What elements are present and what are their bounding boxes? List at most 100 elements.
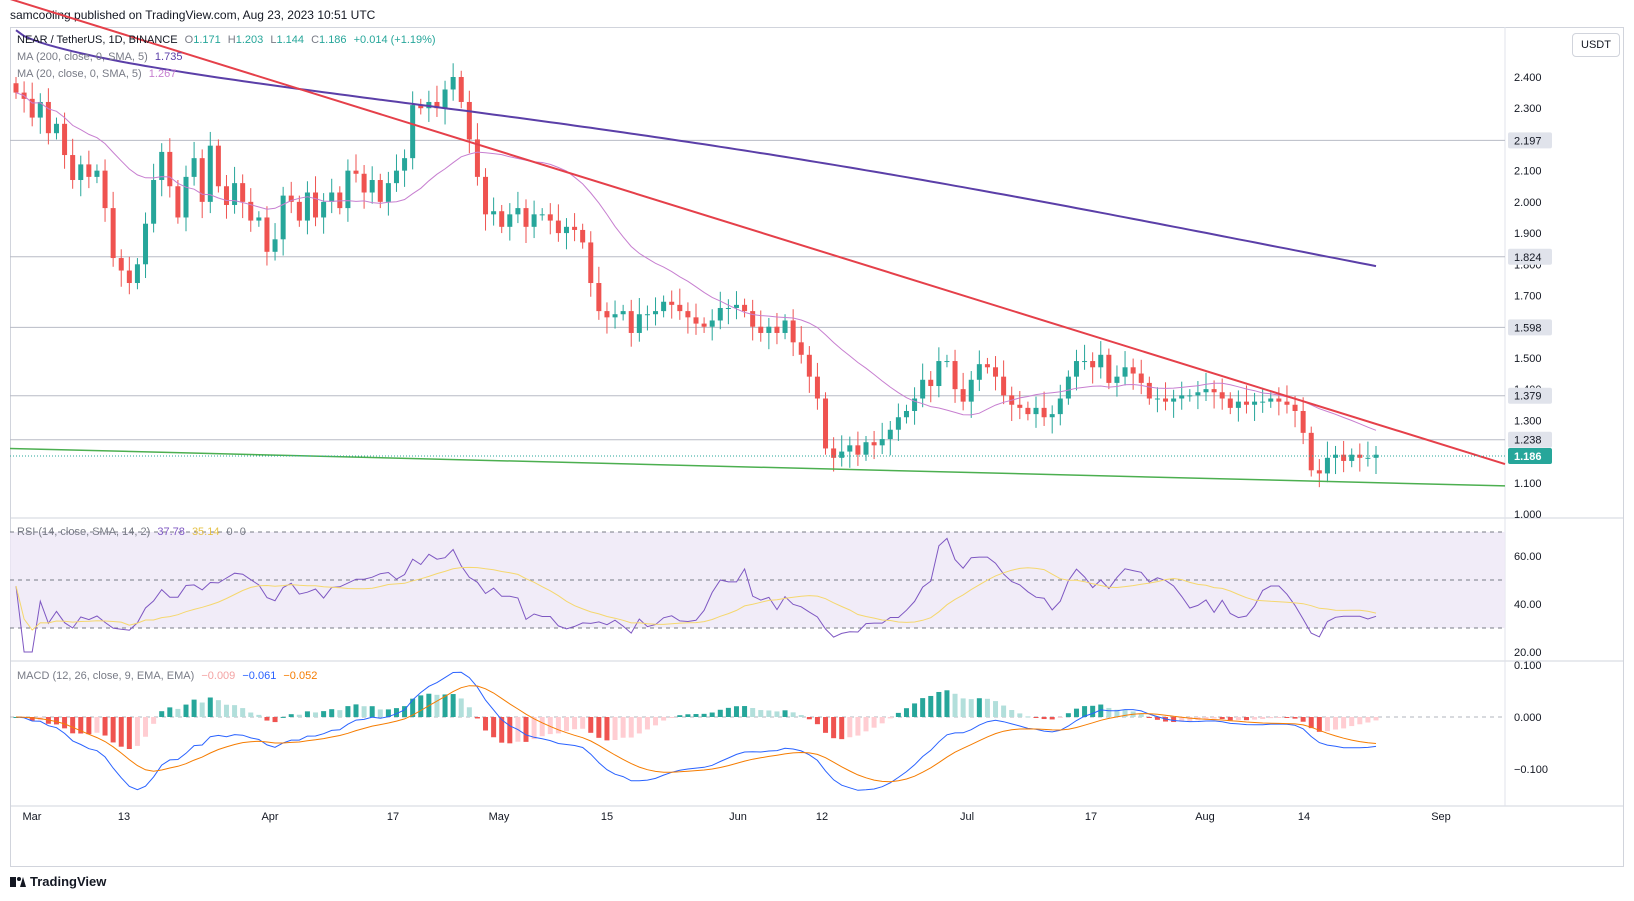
- macd-histogram-bar: [717, 709, 723, 717]
- macd-histogram-bar: [693, 714, 699, 717]
- candle-body: [782, 320, 788, 333]
- tradingview-footer[interactable]: TradingView: [10, 874, 106, 889]
- macd-histogram-bar: [863, 717, 869, 732]
- time-axis-label: Apr: [261, 811, 278, 823]
- macd-histogram-bar: [1316, 717, 1322, 732]
- candle-body: [1276, 398, 1282, 402]
- candle-body: [1268, 398, 1274, 402]
- candle-body: [507, 214, 513, 227]
- candle-body: [272, 239, 278, 252]
- macd-histogram-bar: [1041, 717, 1047, 720]
- macd-histogram-bar: [523, 717, 529, 742]
- macd-histogram-bar: [1373, 717, 1379, 721]
- time-axis-label: May: [489, 811, 510, 823]
- macd-histogram-bar: [402, 706, 408, 717]
- candle-body: [774, 326, 780, 333]
- candle-body: [790, 320, 796, 343]
- currency-button[interactable]: USDT: [1572, 33, 1620, 57]
- macd-histogram-bar: [993, 701, 999, 717]
- macd-histogram-bar: [669, 717, 675, 718]
- macd-histogram-bar: [199, 702, 205, 717]
- macd-histogram-bar: [1252, 717, 1258, 720]
- rsi-ma-value: 35.14: [191, 526, 220, 538]
- price-tick-label: 1.700: [1514, 291, 1542, 303]
- candle-body: [143, 223, 149, 265]
- time-axis-label: Sep: [1431, 811, 1451, 823]
- current-price-badge: [1508, 447, 1552, 464]
- ma20-value: 1.267: [148, 68, 177, 80]
- price-level-badge: [1508, 387, 1552, 404]
- candle-body: [29, 98, 35, 118]
- macd-histogram-bar: [474, 717, 480, 719]
- macd-histogram-bar: [531, 717, 537, 740]
- macd-histogram-bar: [1001, 705, 1007, 717]
- ma200-legend: MA (200, close, 0, SMA, 5) 1.735: [17, 51, 182, 63]
- macd-histogram-bar: [240, 708, 246, 717]
- macd-signal-line: [15, 685, 1377, 783]
- candle-body: [442, 89, 448, 109]
- candle-body: [1001, 376, 1007, 396]
- candle-body: [280, 195, 286, 240]
- macd-histogram-bar: [912, 703, 918, 717]
- macd-histogram-bar: [1065, 713, 1071, 717]
- rsi-legend: RSI (14, close, SMA, 14, 2) 37.78 35.14 …: [17, 526, 246, 538]
- macd-histogram-bar: [264, 717, 270, 721]
- price-level-badge: [1508, 248, 1552, 265]
- rsi-ma-line: [15, 566, 1377, 631]
- candle-body: [993, 367, 999, 377]
- candle-body: [1049, 414, 1055, 418]
- macd-histogram-bar: [968, 699, 974, 717]
- macd-histogram-bar: [661, 717, 667, 721]
- macd-histogram-bar: [976, 698, 982, 717]
- macd-histogram-bar: [1333, 717, 1339, 730]
- candle-body: [491, 211, 497, 215]
- candle-body: [1235, 401, 1241, 408]
- macd-histogram-bar: [418, 695, 424, 717]
- candle-body: [952, 361, 958, 390]
- candle-body: [733, 304, 739, 308]
- macd-histogram-bar: [1203, 717, 1209, 720]
- macd-histogram-bar: [1017, 713, 1023, 717]
- candle-body: [960, 389, 966, 402]
- candle-body: [806, 354, 812, 377]
- macd-histogram-bar: [369, 706, 375, 717]
- candle-body: [1122, 367, 1128, 377]
- price-level-badge: [1508, 319, 1552, 336]
- candle-body: [831, 448, 837, 458]
- macd-histogram-bar: [134, 717, 140, 746]
- candle-body: [369, 180, 375, 193]
- macd-histogram-bar: [207, 697, 213, 717]
- candle-body: [1187, 395, 1193, 397]
- candle-body: [758, 326, 764, 333]
- macd-histogram-bar: [393, 708, 399, 717]
- candle-body: [199, 158, 205, 202]
- macd-histogram-bar: [53, 717, 59, 725]
- macd-label: MACD (12, 26, close, 9, EMA, EMA): [17, 670, 195, 682]
- macd-histogram-bar: [653, 717, 659, 726]
- macd-histogram-bar: [839, 717, 845, 740]
- macd-histogram-bar: [895, 712, 901, 717]
- macd-histogram-bar: [232, 705, 238, 717]
- macd-histogram-bar: [183, 704, 189, 717]
- candle-body: [167, 151, 173, 187]
- candle-body: [1138, 373, 1144, 383]
- price-level-badge: [1508, 132, 1552, 149]
- candle-body: [1333, 454, 1339, 458]
- candle-body: [547, 214, 553, 221]
- candle-body: [264, 217, 270, 252]
- candle-body: [499, 211, 505, 227]
- candle-body: [1114, 376, 1120, 383]
- candle-body: [1179, 395, 1185, 399]
- macd-histogram-bar: [1357, 717, 1363, 725]
- candle-body: [847, 445, 853, 452]
- candle-body: [1203, 389, 1209, 393]
- macd-histogram-bar: [620, 717, 626, 738]
- candle-body: [337, 192, 343, 209]
- macd-histogram-bar: [1243, 717, 1249, 721]
- macd-histogram-bar: [1106, 707, 1112, 717]
- macd-histogram-bar: [345, 706, 351, 717]
- ma200-line: [15, 29, 1377, 268]
- candle-body: [895, 417, 901, 430]
- candle-body: [248, 201, 254, 221]
